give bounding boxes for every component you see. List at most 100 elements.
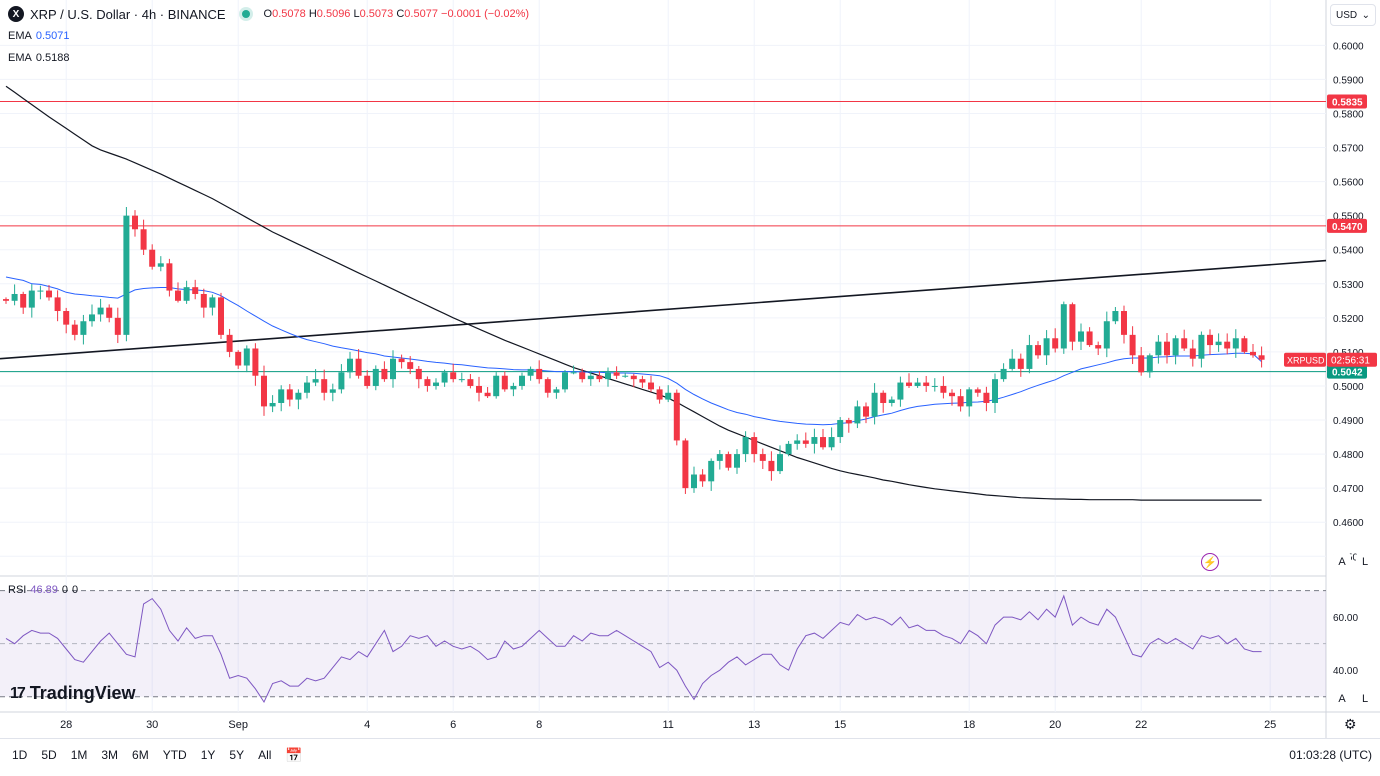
candle-body [863,406,869,417]
symbol-title[interactable]: XRP / U.S. Dollar · 4h · BINANCE [30,6,226,22]
price-tick-label: 0.5600 [1333,178,1364,189]
candle-body [183,287,190,301]
candle-body [149,249,156,267]
range-button-5d[interactable]: 5D [41,748,57,762]
price-tick-label: 0.5500 [1333,212,1364,223]
candle-body [519,375,525,386]
candle-body [1241,338,1248,352]
rsi-log-scale-button[interactable]: L [1356,690,1374,708]
candle-body [415,368,422,380]
candle-body [71,324,78,335]
range-button-3m[interactable]: 3M [101,748,119,762]
candle-body [923,382,930,386]
xrp-logo-icon: X [8,6,24,22]
time-tick-label: Sep [228,719,248,731]
range-button-ytd[interactable]: YTD [162,748,187,762]
rsi-series [5,594,1262,704]
candle-body [46,290,52,298]
candle-body [992,379,998,403]
candle-body [1164,341,1170,356]
candle-body [175,290,181,301]
candle-body [1078,331,1084,342]
candle-body [527,368,534,376]
ema-fast-line [5,276,1262,426]
level-label: 0.5042 [1332,368,1363,379]
candle-body [312,379,319,383]
candle-body [20,293,27,308]
rsi-tick-label: 60.00 [1333,613,1358,624]
candle-body [1155,341,1162,356]
candle-body [97,307,104,315]
range-button-5y[interactable]: 5Y [229,748,245,762]
candle-body [278,389,285,403]
rsi-band [0,590,1326,698]
candle-body [1095,345,1102,349]
candle-body [1215,341,1222,346]
candle-body [226,334,233,352]
settings-gear-icon[interactable]: ⚙ [1344,716,1357,732]
range-button-all[interactable]: All [258,748,272,762]
candle-body [682,440,689,489]
time-tick-label: 18 [963,719,975,731]
ema-slow-legend[interactable]: EMA 0.5188 [8,52,70,64]
candle-body [235,351,242,366]
price-tick-label: 0.5300 [1333,280,1364,291]
candle-body [140,229,147,250]
candle-body [467,379,474,386]
candle-body [1026,345,1033,369]
candle-body [1000,368,1007,380]
ohlc-values: O0.5078 H0.5096 L0.5073 C0.5077 −0.0001 … [263,8,530,20]
candle-body [510,385,517,390]
price-tick-label: 0.4700 [1333,484,1364,495]
candle-body [493,375,500,397]
candle-body [355,358,362,376]
range-button-1d[interactable]: 1D [12,748,28,762]
range-button-1y[interactable]: 1Y [200,748,216,762]
currency-select[interactable]: USD ⌄ [1330,4,1376,26]
candle-body [54,297,61,312]
time-axis[interactable]: 28 30 Sep 4 6 8 11 13 15 18 20 22 25 [60,719,1276,731]
ema-fast-legend[interactable]: EMA 0.5071 [8,30,70,42]
candle-body [940,385,947,393]
utc-clock[interactable]: 01:03:28 (UTC) [1289,748,1372,762]
candle-body [1121,311,1127,335]
candle-body [931,385,938,387]
auto-scale-button[interactable]: A [1333,553,1351,571]
candle-body [1035,345,1041,356]
candle-body [1232,338,1239,349]
rsi-auto-scale-button[interactable]: A [1333,690,1351,708]
tradingview-mark-icon: 17 [10,684,26,702]
candle-body [1052,338,1059,349]
candle-body [1069,304,1076,342]
price-tick-label: 0.6000 [1333,41,1364,52]
candle-body [157,263,164,267]
calendar-range-icon[interactable]: 📅 [285,746,303,763]
candle-body [398,358,405,363]
price-level-labels: 0.5835 0.5470 0.5042 XRPUSD 02:56:31 [1284,94,1377,379]
candle-body [570,372,577,374]
range-button-1m[interactable]: 1M [70,748,88,762]
bolt-icon[interactable]: ⚡ [1201,553,1219,571]
rsi-legend[interactable]: RSI 46.89 0 0 [8,584,79,596]
candle-body [80,321,87,335]
time-tick-label: 6 [450,719,456,731]
time-tick-label: 30 [146,719,158,731]
candle-body [845,420,852,424]
candle-body [613,372,620,376]
candle-body [871,392,878,417]
candle-body [3,299,9,301]
range-button-6m[interactable]: 6M [132,748,149,762]
candle-body [562,372,568,390]
candle-body [458,379,465,381]
candle-body [1138,355,1145,373]
candle-body [699,474,706,482]
candle-body [777,454,783,472]
trendline[interactable] [0,259,1327,360]
price-tick-label: 0.5200 [1333,314,1364,325]
candle-body [1250,351,1256,356]
log-scale-button[interactable]: L [1356,553,1374,571]
trendline-segment[interactable] [0,259,1327,360]
candle-body [596,375,603,380]
candle-body [648,382,654,390]
